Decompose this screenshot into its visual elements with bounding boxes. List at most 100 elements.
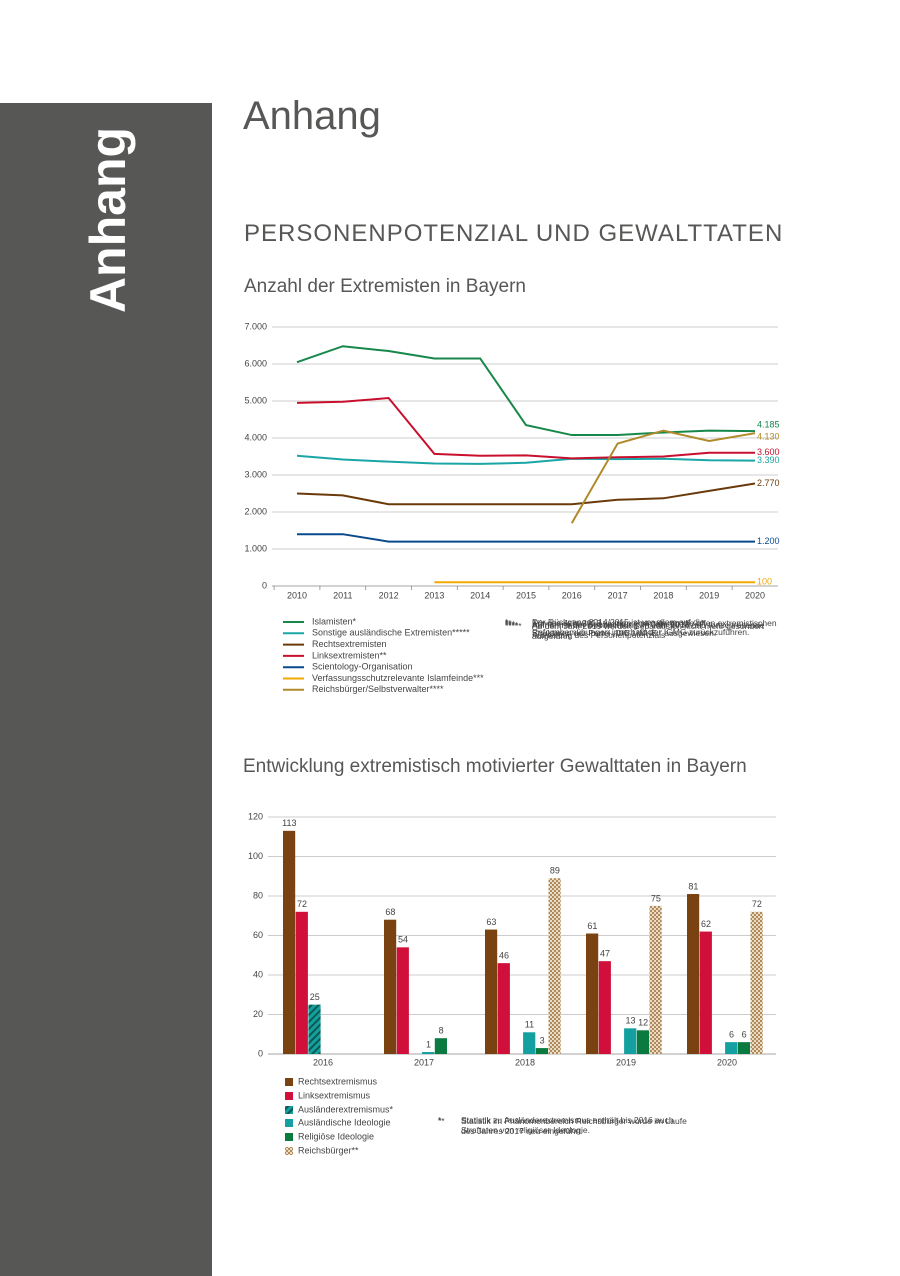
value-label: 100 bbox=[757, 577, 772, 587]
value-label: 46 bbox=[499, 951, 509, 961]
value-label: 3 bbox=[540, 1035, 545, 1045]
x-tick-label: 2017 bbox=[414, 1057, 434, 1067]
footnote-text: Aufnahme der Beobachtung im Jahr 2013 bbox=[532, 619, 690, 629]
legend-swatch bbox=[285, 1106, 293, 1114]
footnote: * Der Rückgang 2014/2015 ist vor allem au… bbox=[505, 617, 782, 637]
bar bbox=[649, 905, 662, 1054]
value-label: 63 bbox=[486, 917, 496, 927]
x-tick-label: 2020 bbox=[717, 1057, 737, 1067]
footnote-mark: **** bbox=[505, 620, 519, 630]
value-label: 68 bbox=[385, 907, 395, 917]
chart-title: Entwicklung extremistisch motivierter Ge… bbox=[243, 756, 747, 777]
value-label: 89 bbox=[550, 866, 560, 876]
footnote-mark: ** bbox=[438, 1116, 445, 1126]
bar bbox=[497, 963, 510, 1054]
footnote: *** Aufnahme der Beobachtung im Jahr 2013 bbox=[505, 619, 782, 639]
legend-label: Linksextremisten** bbox=[312, 650, 387, 660]
x-tick-label: 2014 bbox=[470, 590, 490, 600]
bar bbox=[624, 1028, 637, 1054]
footnote-mark: ** bbox=[505, 618, 512, 628]
value-label: 113 bbox=[282, 818, 296, 828]
bar bbox=[384, 919, 397, 1054]
series-line bbox=[296, 397, 755, 460]
y-tick-label: 100 bbox=[248, 851, 263, 861]
y-tick-label: 120 bbox=[248, 811, 263, 821]
footnote-mark: * bbox=[505, 617, 509, 627]
series-line bbox=[570, 429, 756, 524]
page-title: Anhang bbox=[243, 94, 381, 138]
bar bbox=[636, 1030, 649, 1054]
y-tick-label: 4.000 bbox=[244, 432, 267, 442]
y-tick-label: 7.000 bbox=[244, 321, 267, 331]
legend-swatch bbox=[285, 1147, 293, 1155]
legend-label: Rechtsextremismus bbox=[298, 1076, 378, 1086]
value-label: 62 bbox=[701, 919, 711, 929]
footnote-text: Für das Jahr 2013 wurden erstmals nur di… bbox=[532, 618, 777, 638]
bar bbox=[548, 878, 561, 1054]
bar bbox=[725, 1042, 738, 1054]
y-tick-label: 40 bbox=[253, 969, 263, 979]
legend-swatch bbox=[285, 1133, 293, 1141]
series-line bbox=[296, 482, 756, 506]
value-label: 3.600 bbox=[757, 447, 780, 457]
y-tick-label: 5.000 bbox=[244, 395, 267, 405]
legend-label: Reichsbürger** bbox=[298, 1145, 359, 1155]
x-tick-label: 2013 bbox=[424, 590, 444, 600]
x-tick-label: 2016 bbox=[313, 1057, 333, 1067]
bar bbox=[434, 1038, 447, 1054]
legend-label: Ausländische Ideologie bbox=[298, 1117, 391, 1127]
legend-label: Sonstige ausländische Extremisten***** bbox=[312, 628, 470, 638]
chart-title: Anzahl der Extremisten in Bayern bbox=[244, 276, 526, 297]
legend-label: Religiöse Ideologie bbox=[298, 1131, 374, 1141]
footnote-text: Statistik zu Ausländerextremismus enthäl… bbox=[461, 1115, 674, 1135]
legend-swatch bbox=[285, 1078, 293, 1086]
y-tick-label: 20 bbox=[253, 1009, 263, 1019]
x-tick-label: 2019 bbox=[699, 590, 719, 600]
legend-label: Scientology-Organisation bbox=[312, 662, 413, 672]
bar bbox=[295, 911, 308, 1054]
value-label: 3.390 bbox=[757, 455, 780, 465]
value-label: 2.770 bbox=[757, 478, 780, 488]
x-tick-label: 2018 bbox=[515, 1057, 535, 1067]
footnote-text: Ab dem Jahr 2019 werden Separatisten nic… bbox=[532, 621, 764, 641]
bar bbox=[586, 933, 599, 1054]
legend-label: Ausländerextremismus* bbox=[298, 1104, 394, 1114]
x-tick-label: 2019 bbox=[616, 1057, 636, 1067]
y-tick-label: 0 bbox=[262, 580, 267, 590]
footnote-mark: ***** bbox=[505, 621, 522, 631]
footnote: **** Aufnahme der Beobachtung im Jahr 201… bbox=[505, 620, 782, 640]
bar bbox=[308, 1004, 321, 1054]
y-tick-label: 3.000 bbox=[244, 469, 267, 479]
section-title: PERSONENPOTENZIAL UND GEWALTTATEN bbox=[244, 220, 784, 247]
footnote-mark: * bbox=[438, 1115, 442, 1125]
bar bbox=[535, 1048, 548, 1054]
value-label: 6 bbox=[742, 1030, 747, 1040]
value-label: 4.185 bbox=[757, 420, 780, 430]
bar bbox=[687, 894, 700, 1054]
value-label: 12 bbox=[638, 1018, 648, 1028]
footnote: ** Statistik im Phänomenbereich Reichsbür… bbox=[438, 1116, 691, 1136]
value-label: 11 bbox=[525, 1020, 534, 1030]
value-label: 75 bbox=[651, 893, 661, 903]
x-tick-label: 2017 bbox=[608, 590, 628, 600]
legend-swatch bbox=[285, 1092, 293, 1100]
legend-label: Verfassungsschutzrelevante Islamfeinde**… bbox=[312, 673, 484, 683]
value-label: 1 bbox=[426, 1039, 431, 1049]
bar bbox=[699, 931, 712, 1054]
series-line bbox=[297, 533, 755, 543]
footnote-mark: *** bbox=[505, 619, 515, 629]
value-label: 81 bbox=[688, 881, 698, 891]
footnote-text: Statistik im Phänomenbereich Reichsbürge… bbox=[461, 1116, 687, 1136]
sidebar bbox=[0, 103, 212, 1276]
y-tick-label: 60 bbox=[253, 930, 263, 940]
series-line bbox=[296, 454, 756, 465]
value-label: 72 bbox=[297, 899, 307, 909]
x-tick-label: 2018 bbox=[653, 590, 673, 600]
legend-label: Reichsbürger/Selbstverwalter**** bbox=[312, 684, 444, 694]
bar bbox=[422, 1052, 435, 1054]
footnote: * Statistik zu Ausländerextremismus enthä… bbox=[438, 1115, 691, 1135]
bar bbox=[523, 1032, 536, 1054]
value-label: 1.200 bbox=[757, 536, 780, 546]
legend-label: Linksextremismus bbox=[298, 1090, 371, 1100]
